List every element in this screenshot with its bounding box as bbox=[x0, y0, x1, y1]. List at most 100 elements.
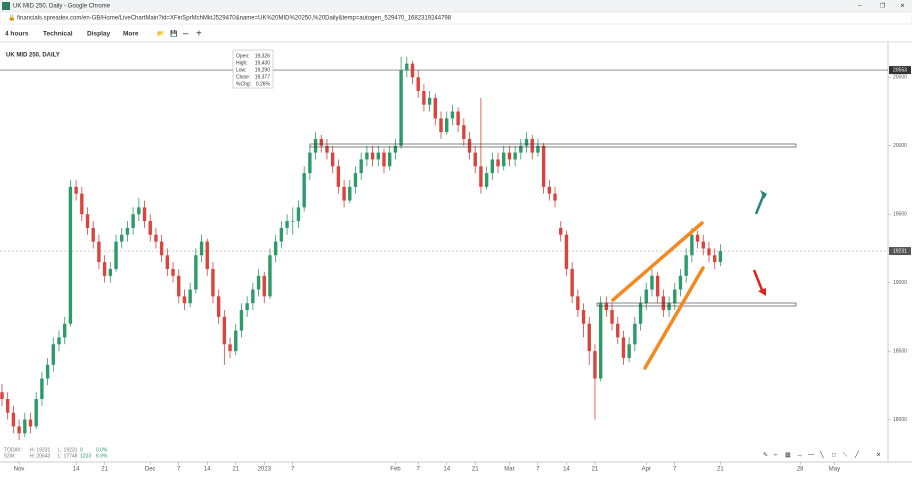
tooltip-label: %Chg: bbox=[236, 81, 251, 87]
candle-body bbox=[51, 344, 56, 365]
tooltip-value: 19,290 bbox=[255, 67, 271, 73]
address-bar[interactable] bbox=[0, 11, 912, 25]
candle-body bbox=[325, 145, 329, 153]
tooltip-label: Close: bbox=[236, 74, 250, 80]
candle-body bbox=[74, 186, 78, 194]
candle-body bbox=[422, 91, 426, 105]
candle-body bbox=[559, 227, 563, 235]
y-tick-label: 20500 bbox=[893, 75, 907, 81]
candle-body bbox=[57, 337, 61, 345]
zone-rect[interactable] bbox=[596, 302, 797, 307]
tool[interactable]: ▦ bbox=[785, 453, 791, 459]
candle-body bbox=[5, 399, 10, 413]
toolbar-menu[interactable]: 4 hours bbox=[5, 31, 29, 38]
arrow-down[interactable] bbox=[752, 269, 764, 291]
candle-body bbox=[376, 152, 380, 160]
candle-body bbox=[319, 138, 323, 146]
candle-body bbox=[673, 289, 677, 304]
candle-body bbox=[234, 330, 238, 352]
candle-body bbox=[102, 262, 107, 276]
y-tick-label: 19000 bbox=[893, 280, 907, 286]
tool[interactable]: ⌐ bbox=[774, 453, 778, 459]
candle-body bbox=[365, 152, 369, 160]
stat: 52W: bbox=[4, 453, 16, 459]
candle-body bbox=[593, 351, 597, 379]
candle-body bbox=[211, 268, 215, 297]
candle-body bbox=[291, 221, 295, 222]
candle-body bbox=[159, 241, 164, 256]
candle-body bbox=[222, 316, 227, 345]
plot: 18000 18500 19000 19500 20000 20500 Nov 14 21 Dec… bbox=[0, 56, 911, 473]
tool[interactable]: ✎ bbox=[763, 452, 768, 459]
x-tick-label: 21 bbox=[232, 467, 239, 473]
candle-body bbox=[650, 275, 654, 290]
tool[interactable]: □ bbox=[832, 453, 836, 459]
candle-body bbox=[268, 255, 272, 297]
candle-body bbox=[541, 145, 546, 187]
tool[interactable]: ↔ bbox=[797, 453, 803, 459]
toolbar-menu[interactable]: Technical bbox=[43, 31, 73, 38]
arrow-head bbox=[760, 190, 767, 199]
close[interactable]: ✕ bbox=[900, 4, 905, 10]
tool[interactable]: ╱ bbox=[854, 451, 859, 459]
candle-body bbox=[302, 173, 306, 208]
candle-body bbox=[633, 323, 637, 345]
tool[interactable]: ╲ bbox=[819, 451, 824, 459]
candle-body bbox=[707, 248, 711, 256]
candle-body bbox=[182, 296, 187, 304]
candle-body bbox=[553, 193, 557, 201]
tooltip-value: 19,377 bbox=[255, 74, 271, 80]
zone-rect[interactable] bbox=[309, 143, 797, 148]
candle-body bbox=[194, 255, 198, 290]
toolbar-menu[interactable]: More bbox=[123, 31, 139, 38]
candle-body bbox=[348, 186, 352, 201]
candle-body bbox=[120, 234, 124, 242]
arrow-up[interactable] bbox=[754, 193, 766, 215]
candle-body bbox=[456, 111, 460, 126]
trend-line[interactable] bbox=[643, 266, 705, 370]
tool[interactable]: — bbox=[808, 453, 814, 459]
stat: TODAY: bbox=[4, 447, 22, 453]
stat: L: 19231 bbox=[58, 447, 78, 453]
drawings bbox=[309, 143, 797, 370]
candle-body bbox=[330, 152, 335, 167]
candle-body bbox=[353, 173, 358, 187]
candle-body bbox=[137, 207, 141, 215]
zoom-out[interactable]: – bbox=[183, 29, 189, 40]
candle-body bbox=[564, 234, 569, 269]
candle-body bbox=[445, 118, 449, 133]
candle-body bbox=[228, 344, 232, 352]
x-tick-label: 14 bbox=[443, 467, 450, 473]
candle-body bbox=[484, 173, 489, 187]
candle-body bbox=[581, 310, 586, 324]
favicon bbox=[2, 2, 10, 10]
candle-body bbox=[410, 63, 415, 78]
maximize[interactable]: ❐ bbox=[880, 3, 886, 10]
candle-body bbox=[524, 138, 529, 146]
trend-line[interactable] bbox=[611, 221, 704, 302]
last-price-label: 19231 bbox=[893, 248, 907, 254]
candle-body bbox=[610, 310, 614, 324]
candle-body bbox=[239, 310, 244, 331]
stat: 6.9% bbox=[96, 453, 108, 459]
zoom-in[interactable]: + bbox=[196, 29, 202, 40]
candle-body bbox=[507, 152, 512, 160]
x-tick-label: 21 bbox=[717, 467, 724, 473]
toolbar-menu[interactable]: Display bbox=[87, 31, 111, 38]
candle-body bbox=[490, 159, 495, 174]
x-tick-label: 7 bbox=[536, 467, 540, 473]
save-icon[interactable]: 💾 bbox=[170, 30, 178, 38]
minimize[interactable]: – bbox=[858, 4, 862, 10]
candle-body bbox=[108, 268, 113, 276]
tool[interactable]: ✕ bbox=[876, 453, 881, 459]
candle-body bbox=[519, 145, 523, 153]
candle-body bbox=[450, 111, 455, 119]
url[interactable]: financials.spreadex.com/en-GB/Home/LiveC… bbox=[17, 16, 452, 22]
x-tick-label: 14 bbox=[73, 467, 80, 473]
tool[interactable]: ⟍ bbox=[843, 452, 848, 459]
folder-icon[interactable]: 📂 bbox=[157, 31, 165, 38]
candle-body bbox=[34, 399, 38, 427]
level-label-box bbox=[889, 66, 911, 75]
